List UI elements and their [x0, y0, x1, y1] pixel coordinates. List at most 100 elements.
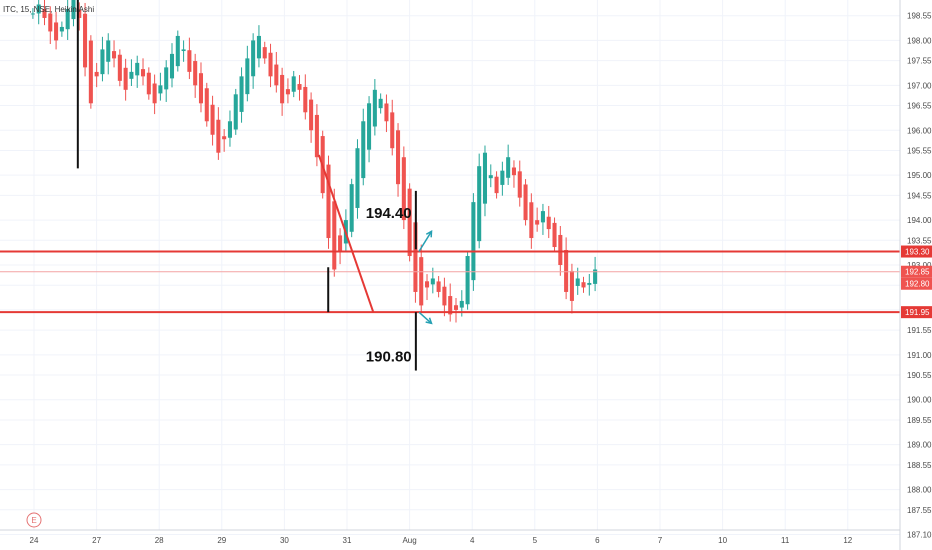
candle-body [326, 164, 331, 239]
candle-body [558, 234, 563, 265]
candle-body [216, 119, 221, 153]
candle-body [314, 114, 319, 158]
price-level-badge [901, 245, 932, 258]
price-tick-label: 187.10 [907, 530, 932, 539]
candle-body [129, 71, 134, 79]
candle-body [407, 188, 412, 257]
candle-body [274, 64, 279, 86]
candle-body [245, 58, 250, 95]
candle-body [42, 8, 47, 18]
candle-body [575, 278, 580, 286]
current-price-badge [901, 277, 932, 290]
candle-body [54, 22, 59, 41]
price-tick-label: 191.55 [907, 326, 932, 335]
candle-body [48, 13, 53, 32]
candle-body [123, 67, 128, 90]
candle-body [297, 84, 302, 90]
candle-body [482, 152, 488, 204]
time-tick-label: 27 [92, 536, 101, 545]
price-tick-label: 193.55 [907, 236, 932, 245]
price-tick-label: 196.55 [907, 102, 932, 111]
candle-body [338, 235, 343, 252]
drawing-overlays: 194.40 190.80 [0, 0, 900, 371]
time-tick-label: 10 [718, 536, 727, 545]
e-circle-icon [26, 512, 42, 528]
candle-body [587, 282, 592, 285]
candle-body [349, 184, 354, 232]
price-tick-label: 198.00 [907, 36, 932, 45]
candle-body [135, 62, 140, 76]
price-tick-label: 188.55 [907, 461, 932, 470]
candle-body [546, 216, 551, 230]
price-tick-label: 195.00 [907, 171, 932, 180]
candle-body [146, 72, 151, 95]
candle-body [164, 67, 169, 90]
price-tick-label: 189.55 [907, 416, 932, 425]
price-tick-label: 197.00 [907, 81, 932, 90]
candle-body [71, 0, 76, 20]
current-price-badge-label: 192.85 [905, 268, 930, 277]
time-tick-label: 5 [533, 536, 538, 545]
price-tick-label: 188.00 [907, 486, 932, 495]
candle-body [390, 112, 395, 149]
candle-body [262, 47, 267, 59]
price-tick-label: 190.55 [907, 371, 932, 380]
candle-body [465, 256, 470, 305]
price-tick-label: 194.55 [907, 191, 932, 200]
candle-body [488, 175, 493, 179]
price-tick-label: 196.00 [907, 126, 932, 135]
time-axis[interactable]: 24 27 28 29 30 31 Aug 4 5 6 7 10 11 12 [0, 529, 900, 545]
candle-body [459, 300, 464, 308]
candle-body [517, 171, 522, 198]
candle-body [529, 202, 534, 239]
candle-body [59, 26, 64, 32]
candle-body [494, 176, 499, 194]
price-tick-label: 190.00 [907, 396, 932, 405]
time-tick-label: 28 [155, 536, 164, 545]
candle-body [94, 71, 99, 77]
price-axis[interactable]: 198.55 198.00 197.55 197.00 196.55 196.00 195.… [899, 0, 932, 550]
candle-body [117, 54, 122, 81]
time-tick-label: 12 [843, 536, 852, 545]
projection-arrow [418, 230, 433, 252]
current-price-badge-label: 192.80 [905, 280, 930, 289]
candle-body [355, 148, 360, 208]
candle-body [285, 89, 290, 95]
price-tick-label: 194.00 [907, 216, 932, 225]
time-tick-label: 30 [280, 536, 289, 545]
candle-body [372, 89, 377, 127]
candle-body [309, 99, 314, 131]
time-tick-label: Aug [402, 536, 416, 545]
candle-body [187, 50, 192, 72]
target-annotation: 194.40 [366, 205, 412, 222]
candle-body [332, 201, 337, 270]
symbol-header: ITC, 15, NSE, Heikin Ashi [3, 5, 94, 14]
price-tick-label: 193.00 [907, 261, 932, 270]
candle-body [552, 222, 557, 248]
current-price-badge [901, 265, 932, 278]
candle-body [581, 282, 586, 288]
time-tick-label: 29 [217, 536, 226, 545]
candle-body [83, 13, 88, 68]
candle-body [569, 270, 574, 301]
candle-body [106, 40, 111, 62]
candle-body [413, 222, 418, 292]
candle-body [506, 157, 511, 178]
price-tick-label: 198.55 [907, 12, 932, 21]
indicator-e-button[interactable]: E [26, 512, 42, 528]
candle-body [198, 73, 204, 104]
candle-body [511, 167, 516, 176]
time-tick-label: 4 [470, 536, 475, 545]
price-level-badge-label: 193.30 [905, 248, 930, 257]
candle-body [535, 220, 540, 225]
trend-line [317, 154, 375, 313]
candle-body [401, 157, 406, 221]
time-tick-label: 11 [781, 536, 790, 545]
candle-body [256, 35, 261, 59]
candle-body [291, 76, 296, 92]
arrow-head-icon [425, 229, 433, 238]
time-tick-label: 24 [30, 536, 39, 545]
candlestick-series [30, 0, 598, 323]
candle-body [112, 51, 117, 59]
